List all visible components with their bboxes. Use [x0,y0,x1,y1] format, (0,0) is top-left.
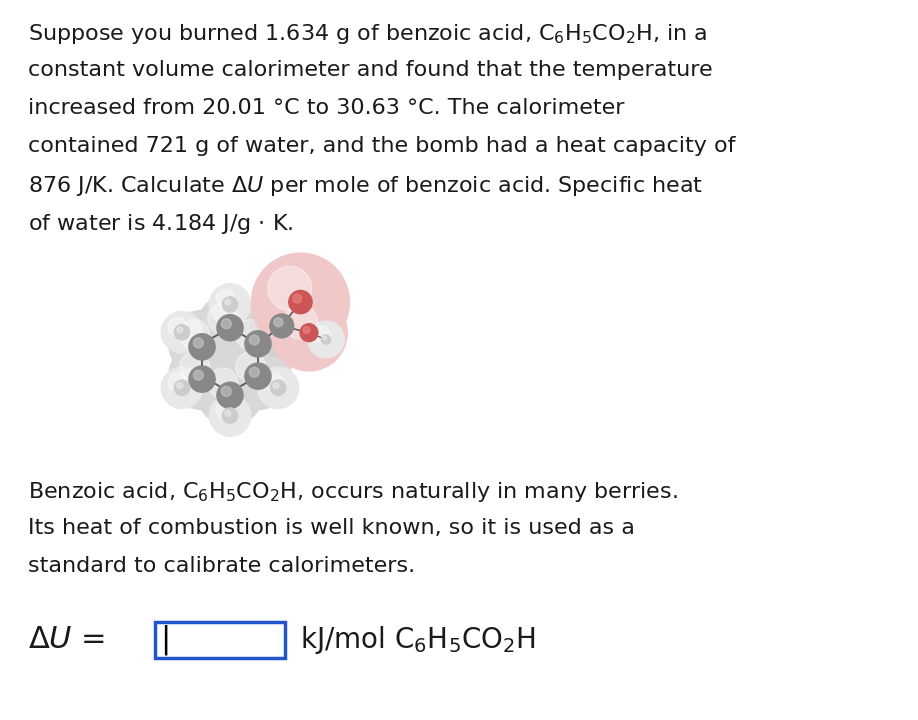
Circle shape [174,325,189,340]
Circle shape [207,303,238,333]
Circle shape [245,363,271,390]
Circle shape [261,303,289,331]
Circle shape [221,319,231,329]
Circle shape [257,367,298,408]
Text: Benzoic acid, $\mathdefault{C_6H_5CO_2H}$, occurs naturally in many berries.: Benzoic acid, $\mathdefault{C_6H_5CO_2H}… [28,480,677,504]
Circle shape [196,294,263,361]
Circle shape [271,380,285,395]
Circle shape [236,320,265,349]
Circle shape [168,317,186,336]
Circle shape [174,380,189,395]
Circle shape [250,367,259,377]
Circle shape [177,327,183,333]
Circle shape [321,335,330,344]
Circle shape [177,382,183,388]
Circle shape [222,408,238,423]
Circle shape [289,290,312,314]
Circle shape [162,312,203,353]
Text: |: | [160,625,170,655]
Circle shape [216,400,235,419]
Circle shape [162,367,203,408]
Circle shape [264,373,283,391]
Circle shape [308,321,344,358]
Circle shape [284,305,318,339]
Text: contained 721 g of water, and the bomb had a heat capacity of: contained 721 g of water, and the bomb h… [28,136,735,156]
Circle shape [303,327,310,333]
Circle shape [274,318,283,327]
Circle shape [189,366,215,392]
Circle shape [180,352,209,382]
Text: of water is 4.184 J/g $\cdot$ K.: of water is 4.184 J/g $\cdot$ K. [28,212,293,236]
Circle shape [323,336,327,340]
Circle shape [270,314,294,338]
Circle shape [180,320,209,349]
Circle shape [273,382,279,388]
Circle shape [250,335,259,345]
Circle shape [271,294,347,371]
Text: standard to calibrate calorimeters.: standard to calibrate calorimeters. [28,556,415,576]
Circle shape [169,310,235,377]
Text: constant volume calorimeter and found that the temperature: constant volume calorimeter and found th… [28,60,712,80]
Text: kJ/mol $\mathdefault{C_6H_5CO_2H}$: kJ/mol $\mathdefault{C_6H_5CO_2H}$ [300,624,536,656]
Circle shape [225,410,230,416]
Circle shape [217,315,243,341]
Text: Suppose you burned 1.634 g of benzoic acid, $\mathdefault{C_6H_5CO_2H}$, in a: Suppose you burned 1.634 g of benzoic ac… [28,22,708,46]
Circle shape [217,382,243,408]
Circle shape [300,324,318,341]
Circle shape [251,295,313,357]
Circle shape [221,387,231,396]
Circle shape [225,310,291,377]
Circle shape [268,266,312,310]
Circle shape [209,284,251,325]
Circle shape [207,368,238,398]
Text: $\Delta U$ =: $\Delta U$ = [28,626,106,654]
Text: Its heat of combustion is well known, so it is used as a: Its heat of combustion is well known, so… [28,518,635,538]
Circle shape [189,334,215,360]
Circle shape [222,297,238,312]
Circle shape [196,359,263,426]
Text: 876 J/K. Calculate $\mathit{\Delta U}$ per mole of benzoic acid. Specific heat: 876 J/K. Calculate $\mathit{\Delta U}$ p… [28,174,703,198]
Circle shape [293,294,302,303]
Circle shape [236,352,265,382]
Text: increased from 20.01 °C to 30.63 °C. The calorimeter: increased from 20.01 °C to 30.63 °C. The… [28,98,624,118]
Circle shape [245,330,271,357]
Circle shape [252,253,350,351]
Circle shape [168,373,186,391]
Circle shape [225,300,230,305]
Circle shape [209,395,251,436]
Circle shape [169,343,235,410]
Circle shape [194,338,203,348]
Circle shape [225,343,291,410]
Circle shape [194,370,203,380]
Circle shape [216,289,235,308]
FancyBboxPatch shape [155,622,285,658]
Circle shape [314,326,330,343]
